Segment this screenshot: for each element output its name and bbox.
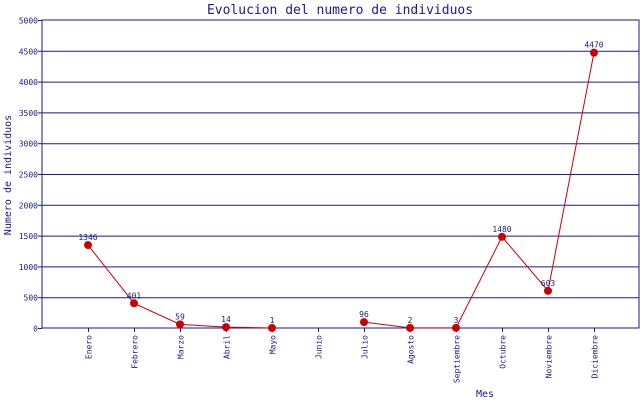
y-tick-label: 2500 [19, 171, 38, 180]
x-tick-label: Febrero [131, 335, 140, 369]
data-point [498, 232, 506, 241]
data-label: 96 [359, 310, 369, 319]
data-label: 401 [127, 291, 142, 300]
data-label: 2 [408, 316, 413, 325]
data-point [268, 323, 276, 332]
x-tick-label: Julio [361, 335, 370, 359]
data-point [84, 241, 92, 250]
x-tick-label: Agosto [407, 335, 416, 364]
data-label: 14 [221, 315, 231, 324]
data-label: 1346 [78, 233, 97, 242]
y-tick-label: 500 [24, 294, 39, 303]
data-point [452, 323, 460, 332]
x-tick-label: Diciembre [591, 335, 600, 379]
x-tick-label: Octubre [499, 335, 508, 369]
data-label: 603 [541, 279, 556, 288]
data-point [406, 323, 414, 332]
y-tick-label: 4000 [19, 78, 38, 87]
x-tick-label: Septiembre [453, 335, 462, 383]
data-label: 1480 [492, 225, 511, 234]
series-line [363, 52, 595, 329]
y-tick-label: 1000 [19, 263, 38, 272]
y-tick-label: 3000 [19, 140, 38, 149]
y-tick-label: 4500 [19, 47, 38, 56]
x-tick-label: Enero [85, 335, 94, 359]
y-tick-label: 3500 [19, 109, 38, 118]
data-point [544, 286, 552, 295]
y-tick-label: 2000 [19, 201, 38, 210]
plot-area: 0 500 1000 1500 2000 2500 3000 3500 4000 4500 5000… [19, 17, 640, 383]
x-axis-label: Mes [476, 389, 494, 400]
y-tick-label: 0 [33, 325, 38, 334]
chart-title: Evolucion del numero de individuos [207, 3, 473, 18]
x-tick-label: Noviembre [545, 335, 554, 379]
data-point [176, 320, 184, 329]
data-point [590, 48, 598, 57]
x-tick-label: Marzo [177, 335, 186, 359]
data-label: 4470 [584, 41, 603, 50]
data-label: 1 [270, 316, 275, 325]
y-axis-label: Numero de individuos [3, 115, 14, 235]
x-tick-label: Mayo [269, 335, 278, 354]
x-tick-label: Junio [315, 335, 324, 359]
data-label: 3 [454, 316, 459, 325]
data-point [222, 323, 230, 332]
x-tick-label: Abril [223, 335, 232, 359]
y-tick-label: 1500 [19, 232, 38, 241]
y-tick-label: 5000 [19, 17, 38, 26]
data-point [130, 299, 138, 308]
data-point [360, 318, 368, 327]
data-label: 59 [175, 312, 185, 321]
